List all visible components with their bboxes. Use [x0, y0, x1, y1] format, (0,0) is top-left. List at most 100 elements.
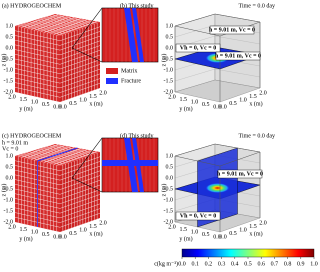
z-axis-label: z (m): [160, 54, 167, 67]
z-tick-label: -1.0: [4, 197, 14, 203]
x-tick-label: 1.0: [79, 227, 87, 233]
edge: [219, 151, 261, 167]
z-tick-label: 1.0: [6, 23, 14, 29]
grid: [50, 150, 91, 165]
x-tick-label: 1.0: [79, 97, 87, 103]
y-tick-label: 2.0: [168, 224, 176, 230]
label-bg: [175, 211, 221, 221]
edge: [214, 13, 261, 23]
z-tick-label: -1.5: [164, 208, 174, 214]
x-tick-label: 2.0: [259, 90, 267, 96]
x-axis-label: x (m): [249, 100, 262, 107]
z-axis-label: z (m): [160, 184, 167, 197]
grid: [14, 83, 101, 98]
grid: [37, 18, 83, 29]
grid: [14, 45, 101, 60]
grid: [14, 26, 101, 41]
colorbar: [181, 248, 315, 258]
grid: [14, 73, 101, 89]
grid: [14, 189, 101, 204]
grid: [46, 16, 92, 26]
grid: [47, 19, 88, 34]
plane-label-box: h = 9.01 m, Vc = 0: [217, 169, 263, 179]
zoom-line: [71, 7, 103, 49]
colorbar-tick-label: 0.7: [271, 261, 279, 267]
plane-label: h = 9.01 m, Vc = 0: [217, 171, 263, 177]
note: Vc = 0: [2, 146, 18, 152]
z-tick-label: -2.0: [4, 219, 14, 225]
grid: [53, 150, 94, 165]
fracture: [37, 147, 78, 162]
z-tick-label: 0.5: [166, 164, 174, 170]
colorbar-label: c(kg m⁻³): [154, 260, 178, 267]
plane-label: Vh = 0, Vc = 0: [180, 45, 216, 51]
colorbar-tick-label: 0.6: [257, 261, 265, 267]
legend-swatch: [106, 78, 118, 84]
edge: [174, 13, 216, 27]
grid: [14, 64, 101, 79]
edge: [174, 25, 221, 37]
y-tick-label: 2.0: [8, 224, 16, 230]
z-tick-label: -2.0: [164, 89, 174, 95]
grid: [49, 15, 95, 25]
grid: [53, 20, 94, 35]
grid: [43, 148, 84, 163]
grid: [14, 31, 101, 46]
z-tick-label: 1.0: [166, 153, 174, 159]
y-tick-label: 2.0: [168, 94, 176, 100]
colorbar-tick-label: 0.1: [191, 261, 199, 267]
x-axis-label: x (m): [249, 230, 262, 237]
x-tick-label: 1.5: [89, 94, 97, 100]
note: h = 9.01 m: [2, 140, 28, 146]
grid: [14, 175, 101, 190]
y-axis-label: y (m): [179, 105, 192, 112]
grid: [47, 149, 88, 164]
x-tick-label: 0.5: [69, 101, 77, 107]
label-bg: [215, 51, 261, 61]
z-tick-label: 0.5: [6, 34, 14, 40]
panel-title: (b) This study: [120, 2, 154, 9]
label-bg: [209, 25, 255, 35]
grid: [14, 35, 101, 51]
grid: [50, 20, 91, 35]
x-tick-label: 0.0: [59, 234, 67, 240]
edge: [174, 143, 216, 157]
z-tick-label: -1.0: [4, 67, 14, 73]
z-tick-label: 1.0: [166, 23, 174, 29]
grid: [14, 165, 101, 181]
x-tick-label: 0.0: [219, 234, 227, 240]
grid: [14, 161, 101, 176]
grid: [14, 208, 101, 223]
edge: [214, 143, 261, 153]
z-tick-label: -1.0: [164, 197, 174, 203]
grid: [14, 170, 101, 186]
plane-label: h = 9.01 m, Vc = 0: [209, 27, 255, 33]
z-tick-label: -1.5: [164, 78, 174, 84]
y-tick-label: 0.5: [202, 232, 210, 238]
y-tick-label: 1.5: [20, 97, 28, 103]
y-axis-label: y (m): [19, 105, 32, 112]
x-tick-label: 1.5: [249, 224, 257, 230]
plume: [205, 183, 230, 193]
grid: [14, 184, 101, 200]
z-tick-label: -2.0: [4, 89, 14, 95]
grid: [52, 14, 98, 24]
grid: [14, 78, 101, 93]
edge: [174, 155, 221, 167]
label-bg: [175, 43, 221, 53]
legend-label: Fracture: [121, 78, 141, 84]
zoom-line: [71, 177, 103, 193]
x-tick-label: 1.0: [239, 227, 247, 233]
label-bg: [217, 169, 263, 179]
inset-fracture: [102, 160, 158, 166]
z-tick-label: 0.5: [166, 34, 174, 40]
z-tick-label: 1.0: [6, 153, 14, 159]
grid: [14, 59, 101, 74]
y-tick-label: 0.5: [42, 102, 50, 108]
grid: [14, 40, 101, 56]
x-tick-label: 1.5: [89, 224, 97, 230]
panel-title: (a) HYDROGEOCHEM: [2, 2, 62, 9]
panel-title: (c) HYDROGEOCHEM: [2, 132, 62, 139]
plane-label-box: h = 9.01 m, Vc = 0: [209, 25, 255, 35]
